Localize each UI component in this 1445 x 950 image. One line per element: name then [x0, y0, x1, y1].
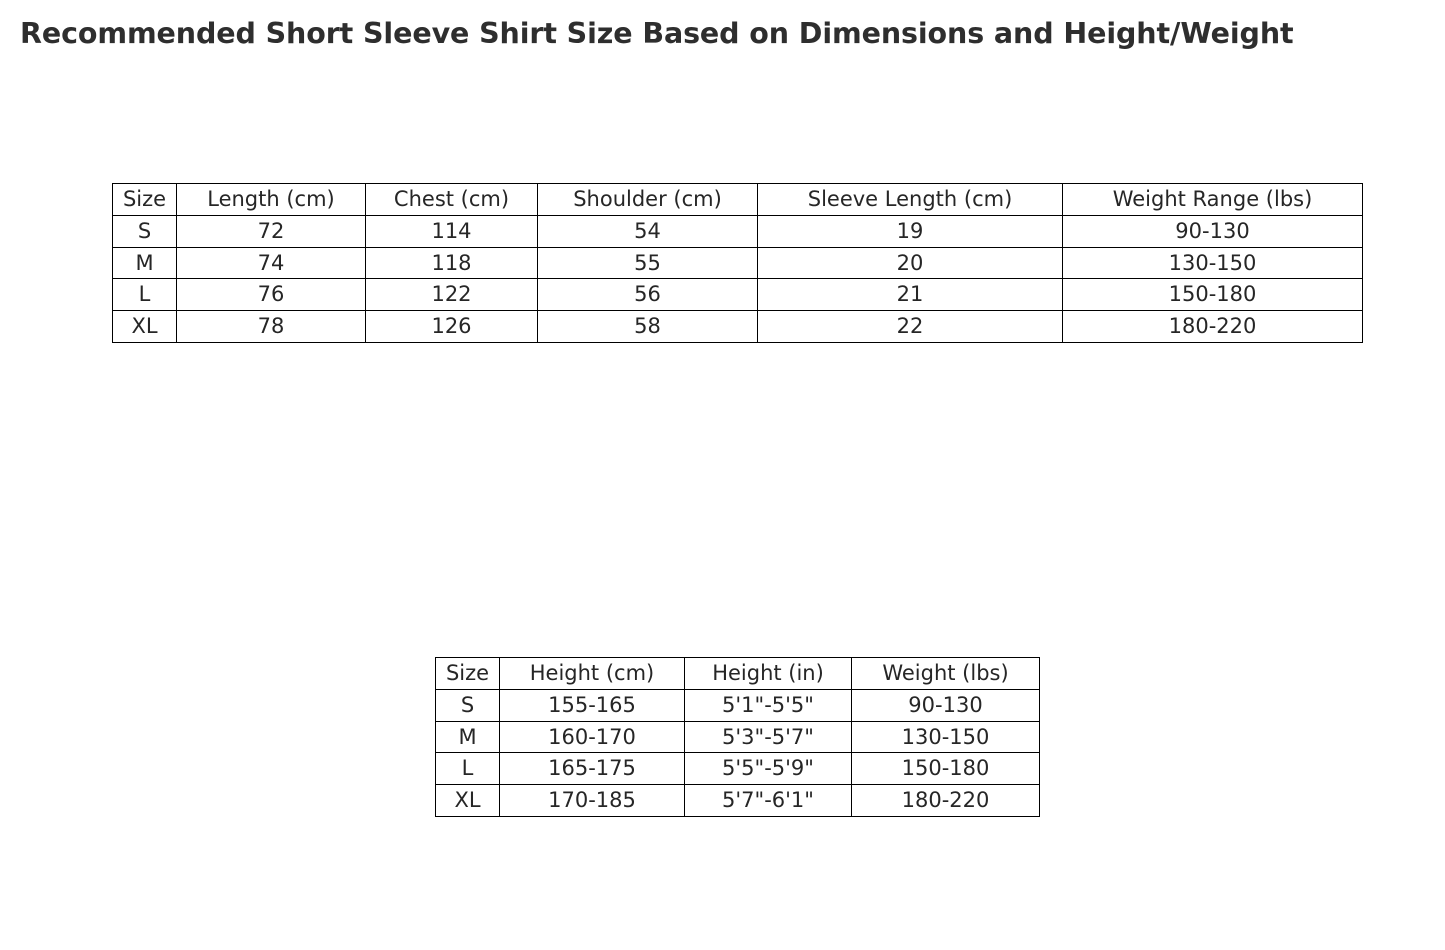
cell-height-cm: 165-175: [499, 752, 685, 786]
cell-sleeve-length: 22: [757, 310, 1063, 343]
cell-sleeve-length: 21: [757, 278, 1063, 312]
table-row: L 165-175 5'5"-5'9" 150-180: [435, 752, 1040, 786]
cell-height-cm: 160-170: [499, 720, 685, 754]
cell-chest: 126: [365, 310, 538, 343]
table-row: XL 78 126 58 22 180-220: [112, 310, 1363, 343]
cell-size: XL: [435, 784, 500, 817]
cell-size: L: [435, 752, 500, 786]
cell-shoulder: 54: [537, 214, 758, 248]
table-header-row: Size Height (cm) Height (in) Weight (lbs…: [435, 657, 1040, 690]
column-header-shoulder: Shoulder (cm): [537, 183, 758, 216]
cell-size: L: [112, 278, 177, 312]
cell-height-in: 5'7"-6'1": [684, 784, 852, 817]
column-header-weight-range: Weight Range (lbs): [1062, 183, 1363, 216]
table-row: M 160-170 5'3"-5'7" 130-150: [435, 720, 1040, 754]
shirt-dimensions-table: Size Length (cm) Chest (cm) Shoulder (cm…: [112, 183, 1363, 343]
column-header-sleeve-length: Sleeve Length (cm): [757, 183, 1063, 216]
cell-weight-lbs: 180-220: [851, 784, 1040, 817]
cell-length: 74: [176, 246, 366, 280]
cell-size: M: [112, 246, 177, 280]
table-row: M 74 118 55 20 130-150: [112, 246, 1363, 280]
cell-weight-lbs: 150-180: [851, 752, 1040, 786]
cell-length: 78: [176, 310, 366, 343]
cell-size: S: [435, 688, 500, 722]
cell-sleeve-length: 20: [757, 246, 1063, 280]
cell-height-in: 5'5"-5'9": [684, 752, 852, 786]
table-row: S 72 114 54 19 90-130: [112, 214, 1363, 248]
height-weight-table: Size Height (cm) Height (in) Weight (lbs…: [435, 657, 1040, 817]
cell-chest: 114: [365, 214, 538, 248]
cell-height-in: 5'3"-5'7": [684, 720, 852, 754]
cell-height-cm: 155-165: [499, 688, 685, 722]
column-header-length: Length (cm): [176, 183, 366, 216]
cell-sleeve-length: 19: [757, 214, 1063, 248]
cell-chest: 122: [365, 278, 538, 312]
column-header-height-in: Height (in): [684, 657, 852, 690]
column-header-height-cm: Height (cm): [499, 657, 685, 690]
cell-shoulder: 56: [537, 278, 758, 312]
page-title: Recommended Short Sleeve Shirt Size Base…: [20, 17, 1294, 50]
cell-weight-range: 90-130: [1062, 214, 1363, 248]
cell-weight-lbs: 130-150: [851, 720, 1040, 754]
column-header-size: Size: [112, 183, 177, 216]
cell-weight-range: 150-180: [1062, 278, 1363, 312]
cell-size: M: [435, 720, 500, 754]
cell-height-cm: 170-185: [499, 784, 685, 817]
table-row: XL 170-185 5'7"-6'1" 180-220: [435, 784, 1040, 817]
cell-size: XL: [112, 310, 177, 343]
column-header-weight-lbs: Weight (lbs): [851, 657, 1040, 690]
cell-length: 72: [176, 214, 366, 248]
cell-weight-range: 130-150: [1062, 246, 1363, 280]
table-row: S 155-165 5'1"-5'5" 90-130: [435, 688, 1040, 722]
cell-chest: 118: [365, 246, 538, 280]
cell-weight-range: 180-220: [1062, 310, 1363, 343]
table-row: L 76 122 56 21 150-180: [112, 278, 1363, 312]
cell-weight-lbs: 90-130: [851, 688, 1040, 722]
cell-length: 76: [176, 278, 366, 312]
cell-size: S: [112, 214, 177, 248]
cell-shoulder: 58: [537, 310, 758, 343]
cell-height-in: 5'1"-5'5": [684, 688, 852, 722]
column-header-chest: Chest (cm): [365, 183, 538, 216]
table-header-row: Size Length (cm) Chest (cm) Shoulder (cm…: [112, 183, 1363, 216]
cell-shoulder: 55: [537, 246, 758, 280]
column-header-size: Size: [435, 657, 500, 690]
